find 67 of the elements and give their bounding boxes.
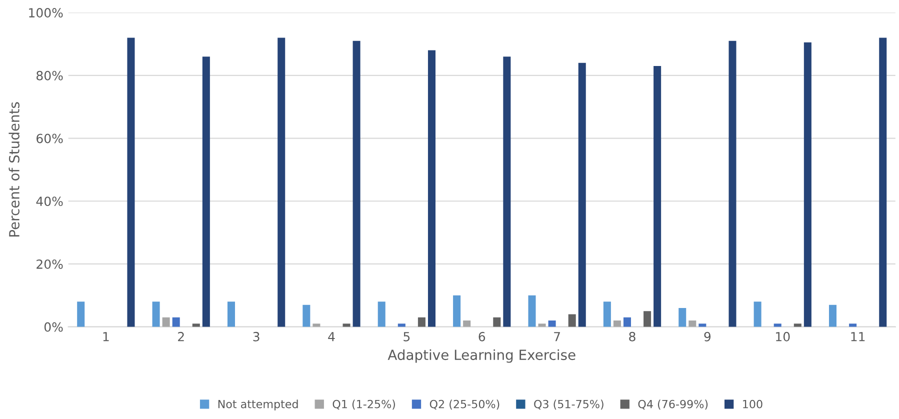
x-tick-label: 6 — [478, 332, 486, 342]
bar — [804, 42, 812, 327]
bar — [688, 320, 696, 327]
legend-label: Q4 (76-99%) — [638, 400, 708, 410]
bar — [613, 320, 621, 327]
bar — [493, 317, 501, 327]
bar — [352, 40, 360, 327]
bar — [503, 56, 511, 327]
y-tick-label: 40% — [36, 196, 63, 206]
legend-label: 100 — [743, 400, 762, 408]
bar — [623, 317, 631, 327]
bar — [538, 324, 546, 327]
bar — [378, 302, 386, 327]
y-tick-label: 20% — [36, 259, 63, 269]
bar — [879, 38, 887, 327]
bar — [162, 317, 170, 327]
bar — [227, 302, 235, 327]
x-tick-label: 8 — [629, 332, 636, 342]
bar — [654, 66, 662, 327]
y-tick-label: 100% — [29, 8, 63, 18]
bar — [312, 324, 320, 327]
x-tick-label: 9 — [704, 332, 711, 342]
bar — [302, 304, 310, 327]
bar — [728, 40, 736, 327]
x-tick-label: 5 — [404, 332, 410, 342]
bar — [774, 324, 782, 327]
bar — [849, 324, 857, 327]
legend-label: Q1 (1-25%) — [332, 400, 395, 410]
bar — [794, 324, 802, 327]
bar — [698, 324, 706, 327]
x-tick-label: 10 — [776, 332, 790, 342]
bar — [828, 304, 837, 327]
legend-label: Q3 (51-75%) — [534, 400, 604, 410]
bar — [202, 56, 210, 327]
bar — [603, 302, 611, 327]
bar — [278, 38, 286, 327]
legend-label: Not attempted — [218, 400, 298, 410]
x-tick-label: 4 — [328, 332, 335, 342]
bar — [342, 324, 350, 327]
bar — [418, 317, 426, 327]
y-axis-title: Percent of Students — [8, 102, 20, 237]
bar — [127, 38, 135, 327]
bar — [192, 324, 200, 327]
bar — [453, 295, 461, 327]
bar — [428, 50, 436, 327]
x-tick-label: 7 — [554, 332, 560, 342]
bar — [528, 295, 536, 327]
x-tick-label: 1 — [103, 332, 109, 342]
bar — [172, 317, 180, 327]
bar — [678, 308, 686, 327]
bar — [644, 311, 652, 327]
y-tick-label: 60% — [36, 134, 63, 144]
bar — [77, 302, 85, 327]
bar — [398, 324, 406, 327]
bar — [152, 302, 160, 327]
bar — [463, 320, 471, 327]
x-tick-label: 2 — [178, 332, 184, 342]
bar — [568, 314, 576, 327]
y-tick-label: 0% — [44, 322, 63, 332]
bar — [754, 302, 762, 327]
bar — [578, 62, 586, 327]
x-tick-label: 11 — [851, 332, 865, 342]
y-tick-label: 80% — [36, 70, 63, 80]
bar — [548, 320, 556, 327]
x-tick-label: 3 — [253, 332, 260, 342]
x-axis-title: Adaptive Learning Exercise — [388, 349, 576, 363]
legend-label: Q2 (25-50%) — [430, 400, 500, 410]
